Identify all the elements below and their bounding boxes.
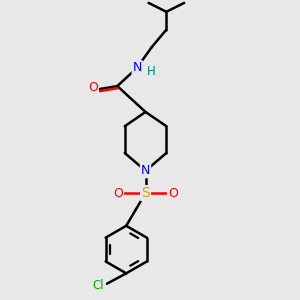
Text: O: O xyxy=(88,81,98,94)
Text: N: N xyxy=(141,164,150,177)
Text: S: S xyxy=(141,186,150,200)
Text: N: N xyxy=(133,61,142,74)
Text: O: O xyxy=(113,187,123,200)
Text: O: O xyxy=(168,187,178,200)
Text: H: H xyxy=(146,65,155,78)
Text: Cl: Cl xyxy=(93,279,104,292)
